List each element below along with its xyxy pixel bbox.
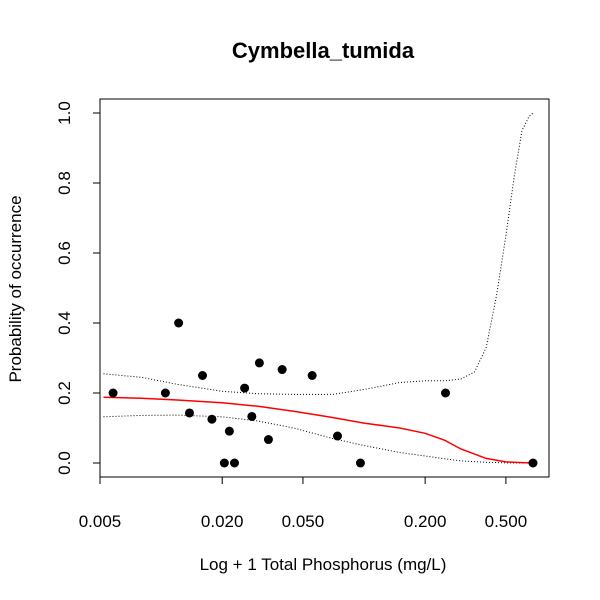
data-point [160, 388, 170, 398]
chart-marks: 0.005 0.020 0.050 0.200 0.500 0.0 0.2 0.4 0.6 0.8… [55, 101, 538, 531]
lower-confidence-band [103, 414, 533, 464]
data-point [224, 426, 234, 436]
data-point [219, 458, 229, 468]
y-axis-label: Probability of occurrence [6, 195, 25, 382]
data-point [184, 408, 194, 418]
x-axis-label: Log + 1 Total Phosphorus (mg/L) [200, 555, 447, 574]
data-point [528, 458, 538, 468]
x-tick-label: 0.050 [282, 512, 325, 531]
y-tick-label: 1.0 [55, 101, 74, 125]
y-tick-label: 0.8 [55, 171, 74, 195]
plot-frame [99, 98, 550, 478]
x-tick-label: 0.500 [485, 512, 528, 531]
data-point [254, 358, 264, 368]
y-tick-label: 0.0 [55, 451, 74, 475]
y-tick-label: 0.2 [55, 381, 74, 405]
data-point [108, 388, 118, 398]
data-point [230, 458, 240, 468]
data-point [333, 431, 343, 441]
x-tick-label: 0.200 [404, 512, 447, 531]
data-point [277, 365, 287, 375]
x-tick-label: 0.005 [79, 512, 122, 531]
fitted-curve [103, 396, 534, 464]
data-point [263, 435, 273, 445]
y-tick-label: 0.6 [55, 241, 74, 265]
x-tick-label: 0.020 [201, 512, 244, 531]
chart-title: Cymbella_tumida [232, 38, 415, 63]
data-point [240, 383, 250, 393]
upper-confidence-band [103, 112, 534, 395]
data-point [174, 318, 184, 328]
data-point [441, 388, 451, 398]
y-tick-label: 0.4 [55, 311, 74, 335]
data-point [307, 371, 317, 380]
data-point [247, 411, 257, 421]
data-point [198, 371, 208, 380]
data-point [355, 458, 365, 468]
data-point [207, 414, 217, 424]
